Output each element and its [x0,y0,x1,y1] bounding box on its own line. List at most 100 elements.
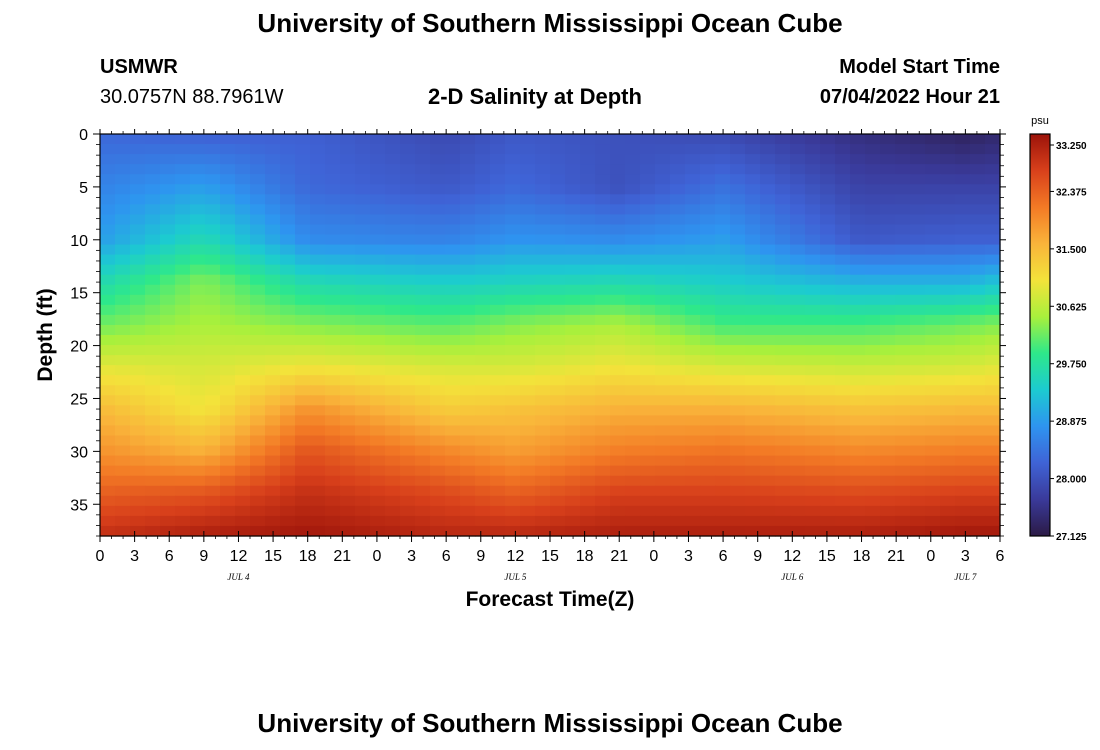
heatmap-cell [550,174,566,185]
heatmap-cell [640,395,656,406]
heatmap-cell [955,274,971,286]
heatmap-cell [160,515,176,527]
heatmap-cell [535,174,551,185]
heatmap-cell [475,154,491,165]
heatmap-cell [565,264,581,276]
heatmap-cell [550,134,566,145]
heatmap-cell [310,284,326,296]
heatmap-cell [325,214,341,226]
heatmap-cell [715,184,731,195]
heatmap-cell [295,395,311,406]
heatmap-cell [610,365,626,376]
heatmap-cell [880,164,896,175]
heatmap-cell [145,224,161,236]
heatmap-cell [955,144,971,155]
heatmap-cell [460,284,476,296]
heatmap-cell [235,324,251,336]
heatmap-cell [280,244,296,256]
heatmap-cell [880,445,896,457]
heatmap-cell [265,214,281,226]
heatmap-cell [115,485,131,497]
heatmap-cell [505,385,521,396]
heatmap-cell [175,284,191,296]
heatmap-cell [610,475,626,487]
heatmap-cell [175,395,191,406]
heatmap-cell [700,395,716,406]
heatmap-cell [865,264,881,276]
heatmap-cell [595,495,611,507]
heatmap-cell [160,224,176,236]
heatmap-cell [475,445,491,457]
heatmap-cell [925,274,941,286]
heatmap-cell [205,375,221,386]
heatmap-cell [910,435,926,447]
heatmap-cell [205,485,221,497]
heatmap-cell [655,505,671,517]
heatmap-cell [790,455,806,467]
heatmap-cell [175,515,191,527]
heatmap-cell [730,244,746,256]
heatmap-cell [520,405,536,416]
heatmap-cell [130,365,146,376]
heatmap-cell [565,204,581,215]
x-tick-label: 6 [442,548,451,565]
heatmap-cell [925,234,941,246]
heatmap-cell [535,324,551,336]
heatmap-cell [745,304,761,316]
heatmap-cell [160,345,176,356]
heatmap-cell [985,515,1001,527]
heatmap-cell [985,214,1001,226]
heatmap-cell [850,164,866,175]
heatmap-cell [535,335,551,346]
heatmap-cell [745,485,761,497]
heatmap-cell [970,385,986,396]
heatmap-cell [115,274,131,286]
heatmap-cell [685,455,701,467]
heatmap-cell [805,395,821,406]
heatmap-cell [760,234,776,246]
heatmap-cell [280,194,296,205]
heatmap-cell [160,465,176,477]
heatmap-cell [520,184,536,195]
heatmap-cell [730,224,746,236]
heatmap-cell [910,284,926,296]
heatmap-cell [205,405,221,416]
heatmap-cell [880,174,896,185]
heatmap-cell [280,144,296,155]
heatmap-cell [925,395,941,406]
heatmap-cell [610,324,626,336]
heatmap-cell [625,154,641,165]
heatmap-cell [850,495,866,507]
heatmap-cell [655,254,671,266]
heatmap-cell [565,274,581,286]
heatmap-cell [550,445,566,457]
heatmap-cell [775,515,791,527]
heatmap-cell [565,304,581,316]
x-tick-label: 12 [230,548,248,565]
heatmap-cell [715,465,731,477]
heatmap-cell [970,164,986,175]
heatmap-cell [175,224,191,236]
heatmap-cell [670,184,686,195]
heatmap-cell [580,405,596,416]
heatmap-cell [880,244,896,256]
heatmap-cell [910,465,926,477]
heatmap-cell [565,415,581,427]
heatmap-cell [760,244,776,256]
heatmap-cell [265,445,281,457]
heatmap-cell [430,134,446,145]
heatmap-cell [520,445,536,457]
heatmap-cell [475,284,491,296]
heatmap-cell [910,154,926,165]
x-tick-label: 15 [541,548,559,565]
heatmap-cell [100,395,116,406]
heatmap-cell [310,314,326,326]
heatmap-cell [520,425,536,437]
heatmap-cell [580,134,596,145]
heatmap-cell [550,304,566,316]
heatmap-cell [955,304,971,316]
heatmap-cell [160,355,176,366]
heatmap-cell [505,194,521,205]
heatmap-cell [325,345,341,356]
heatmap-cell [520,324,536,336]
